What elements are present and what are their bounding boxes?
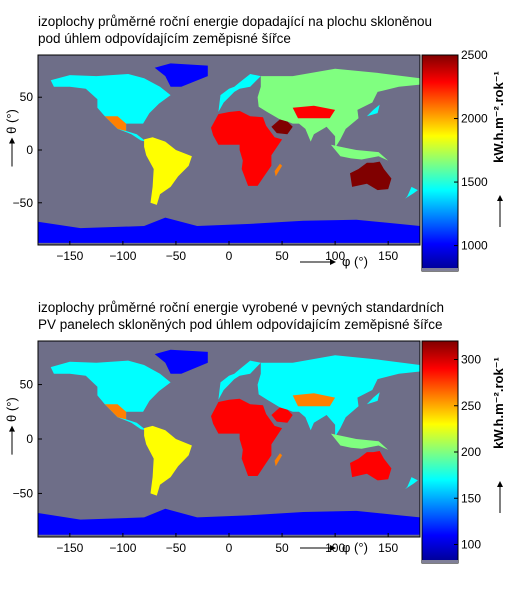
land-region-2 (154, 63, 208, 87)
y-axis-arrowhead (9, 137, 15, 144)
x-tick-label: −50 (166, 541, 187, 555)
land-region-13 (366, 104, 380, 117)
x-tick-label: 50 (275, 249, 289, 263)
colorbar-tick-label: 100 (461, 538, 481, 552)
land-region-4 (218, 360, 261, 400)
x-tick-label: 50 (275, 541, 289, 555)
colorbar-arrowhead (497, 481, 503, 487)
land-region-1 (104, 404, 127, 420)
land-region-9 (350, 161, 392, 191)
land-masses (38, 63, 420, 243)
chart1-title-line1: izoplochy průměrné roční energie dopadaj… (38, 14, 433, 29)
colorbar-tick-label: 150 (461, 491, 481, 505)
x-tick-label: 150 (378, 249, 398, 263)
x-tick-label: 150 (378, 541, 398, 555)
colorbar-label: kW.h.m⁻².rok⁻¹ (491, 71, 506, 163)
land-region-13 (366, 392, 380, 405)
land-region-4 (218, 74, 261, 112)
land-region-9 (350, 451, 392, 481)
y-tick-label: −50 (13, 486, 34, 500)
x-axis-arrowhead (330, 259, 336, 265)
land-region-14 (405, 477, 418, 490)
land-region-8 (292, 105, 336, 119)
y-axis-arrowhead (9, 425, 15, 432)
chart2-title-line1: izoplochy průměrné roční energie vyroben… (38, 300, 444, 315)
land-region-14 (405, 186, 418, 199)
x-tick-label: −150 (56, 249, 83, 263)
x-tick-label: 0 (226, 541, 233, 555)
land-region-1 (104, 116, 127, 131)
x-axis-arrowhead (330, 545, 336, 551)
y-tick-label: 0 (26, 432, 33, 446)
colorbar-label: kW.h.m⁻².rok⁻¹ (491, 357, 506, 449)
x-tick-label: −100 (109, 541, 136, 555)
y-tick-label: 0 (26, 143, 33, 157)
colorbar (421, 340, 459, 564)
colorbar-tick-label: 1000 (461, 239, 488, 253)
land-region-5 (211, 110, 283, 186)
x-tick-label: −50 (166, 249, 187, 263)
colorbar-nodata (422, 560, 458, 563)
colorbar-tick-label: 2000 (461, 112, 488, 126)
land-region-0 (50, 360, 171, 431)
colorbar-arrowhead (497, 195, 503, 201)
land-region-10 (38, 508, 420, 535)
colorbar-tick-label: 300 (461, 353, 481, 367)
x-axis-label: φ (°) (342, 540, 368, 555)
land-region-11 (330, 144, 389, 161)
land-region-10 (38, 217, 420, 243)
chart1-title-line2: pod úhlem odpovídajícím zeměpisné šířce (38, 31, 291, 46)
land-masses (38, 349, 420, 535)
colorbar-tick-label: 2500 (461, 48, 488, 62)
land-region-7 (257, 68, 420, 148)
y-axis-label: θ (°) (4, 109, 19, 134)
x-axis-label: φ (°) (342, 254, 368, 269)
y-axis-label: θ (°) (4, 397, 19, 422)
colorbar-tick-label: 1500 (461, 175, 488, 189)
land-region-6 (271, 407, 293, 423)
land-region-7 (257, 355, 420, 437)
land-region-3 (144, 137, 192, 205)
land-region-12 (274, 453, 283, 467)
x-tick-label: 0 (226, 249, 233, 263)
land-region-0 (50, 74, 171, 142)
x-tick-label: −100 (109, 249, 136, 263)
colorbar-tick-label: 200 (461, 445, 481, 459)
land-region-11 (330, 433, 389, 450)
colorbar (421, 54, 459, 272)
land-region-2 (154, 349, 208, 374)
y-tick-label: −50 (13, 196, 34, 210)
colorbar-nodata (422, 268, 458, 271)
land-region-5 (211, 398, 283, 476)
x-tick-label: −150 (56, 541, 83, 555)
y-tick-label: 50 (20, 90, 34, 104)
chart2-title-line2: PV panelech skloněných pod úhlem odpovíd… (38, 317, 443, 332)
colorbar-tick-label: 250 (461, 399, 481, 413)
land-region-6 (271, 119, 293, 135)
land-region-3 (144, 425, 192, 496)
y-tick-label: 50 (20, 378, 34, 392)
land-region-12 (274, 163, 283, 177)
land-region-8 (292, 393, 336, 407)
